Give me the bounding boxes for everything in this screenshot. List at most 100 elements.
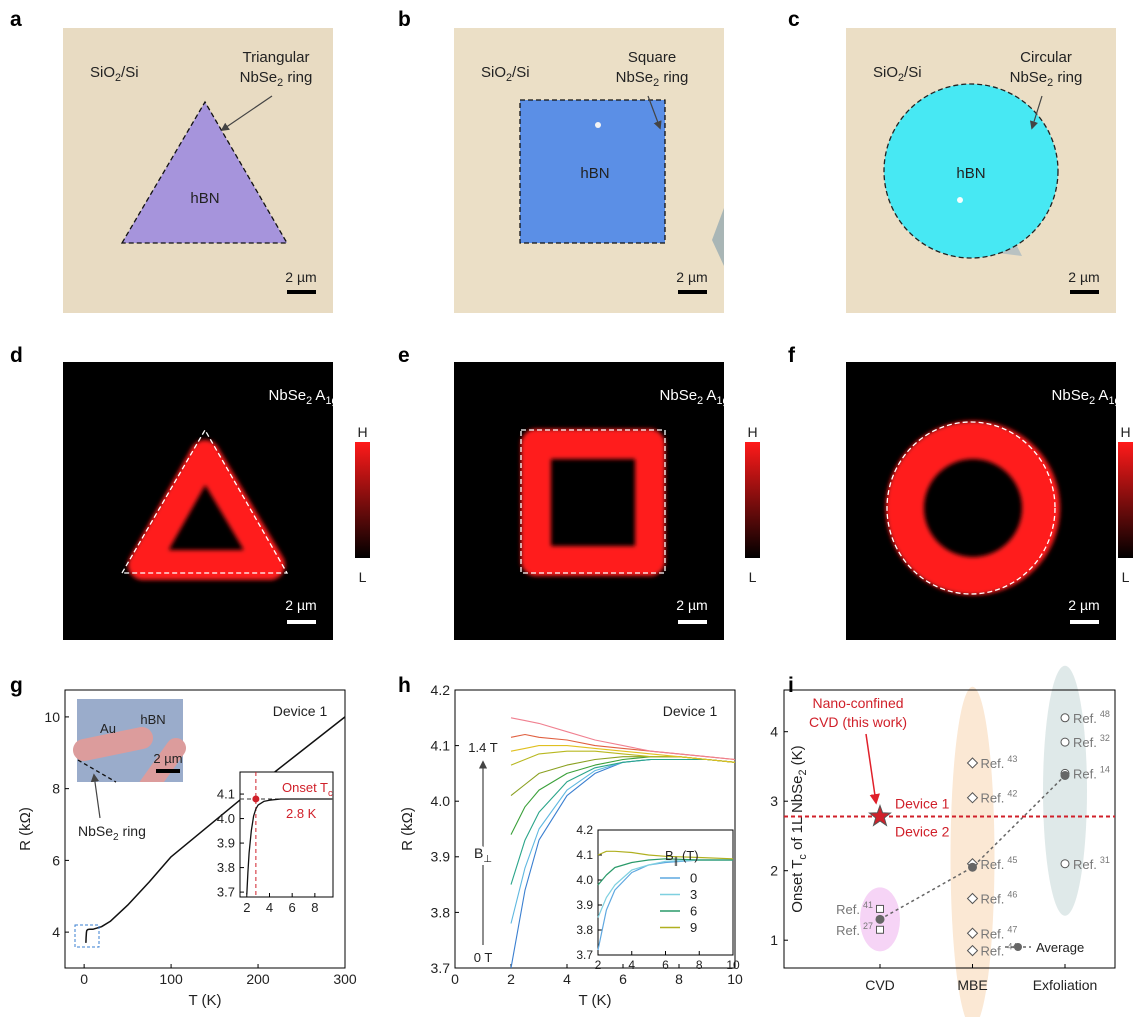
y-axis-label-part: (K) xyxy=(789,745,806,769)
device-label: Device 2 xyxy=(895,823,950,839)
x-tick-label: 6 xyxy=(289,900,296,915)
ref-label: Ref.48 xyxy=(1073,709,1110,726)
ref-label: Ref.32 xyxy=(1073,733,1110,750)
ref-label: Ref.42 xyxy=(981,789,1018,806)
y-tick-label: 4.0 xyxy=(576,873,593,887)
ref-label-text: Ref. xyxy=(981,791,1005,806)
y-tick-label: 3.7 xyxy=(576,948,593,962)
y-tick-label: 3.9 xyxy=(217,836,235,851)
ref-label-text: Ref. xyxy=(981,756,1005,771)
colorbar xyxy=(355,442,370,558)
ring-label: Circular xyxy=(1020,49,1072,66)
ref-label: Ref.31 xyxy=(1073,855,1110,872)
panel-letter: i xyxy=(788,674,794,697)
y-tick-label: 4 xyxy=(770,724,778,740)
colorbar xyxy=(1118,442,1133,558)
ring-label-part: ring xyxy=(283,69,312,86)
legend-label: 3 xyxy=(690,887,697,902)
y-tick-label: 6 xyxy=(52,852,60,868)
x-tick-label: 6 xyxy=(662,958,669,972)
ring-label-part: ring xyxy=(659,69,688,86)
mode-label-part: 1g xyxy=(1108,395,1120,407)
y-axis-label-part: of 1L NbSe xyxy=(789,776,806,855)
device-label: Device 1 xyxy=(895,795,950,811)
panel-letter: d xyxy=(10,344,23,367)
ref-number: 31 xyxy=(1100,855,1110,865)
page: { "photo_panels": [ {"letter": "a", "sub… xyxy=(0,0,1135,1017)
ref-number: 45 xyxy=(1007,855,1017,865)
ref-label: Ref.46 xyxy=(981,890,1018,907)
field-label-part: B xyxy=(474,845,483,861)
y-tick-label: 8 xyxy=(52,781,60,797)
x-tick-label: 200 xyxy=(246,971,270,987)
y-tick-label: 4.1 xyxy=(431,738,451,754)
colorbar-low: L xyxy=(749,569,757,585)
colorbar-high: H xyxy=(747,424,757,440)
x-tick-label: 10 xyxy=(727,971,743,987)
x-tick-label: 0 xyxy=(451,971,459,987)
this-work-point xyxy=(870,806,891,826)
x-axis-label: T (K) xyxy=(188,992,221,1009)
panel-letter: e xyxy=(398,344,410,367)
x-tick-label: 4 xyxy=(266,900,273,915)
field-label: 1.4 T xyxy=(468,740,497,755)
material-label: hBN xyxy=(190,190,219,207)
y-axis-label: R (kΩ) xyxy=(399,807,416,851)
field-label-part: ⊥ xyxy=(483,854,492,865)
colorbar-low: L xyxy=(359,569,367,585)
legend-label: 6 xyxy=(690,904,697,919)
ref-number: 43 xyxy=(1007,754,1017,764)
data-line xyxy=(511,757,735,835)
panel-letter: c xyxy=(788,8,800,31)
field-label: B⊥ xyxy=(474,845,492,865)
ref-label-text: Ref. xyxy=(1073,711,1097,726)
y-tick-label: 3.8 xyxy=(217,860,235,875)
ref-label-text: Ref. xyxy=(1073,766,1097,781)
y-tick-label: 4.0 xyxy=(217,811,235,826)
ref-number: 41 xyxy=(863,900,873,910)
ring-label-part: ring xyxy=(119,823,146,839)
substrate-label-part: SiO xyxy=(481,64,506,81)
ref-point xyxy=(1061,860,1069,868)
x-tick-label: 2 xyxy=(507,971,515,987)
ref-point xyxy=(877,905,884,912)
ring-label-part: ring xyxy=(1053,69,1082,86)
inset-label: Au xyxy=(100,721,116,736)
onset-label-part: c xyxy=(328,788,333,798)
ref-label-text: Ref. xyxy=(836,902,860,917)
ref-number: 46 xyxy=(1007,890,1017,900)
y-axis-label: Onset Tc of 1L NbSe2 (K) xyxy=(789,745,809,912)
panel-letter: a xyxy=(10,8,22,31)
figure: aSiO2/SiTriangularNbSe2 ringhBN2 µmbSiO2… xyxy=(0,0,1135,1017)
legend-label: Average xyxy=(1036,940,1084,955)
ref-label-text: Ref. xyxy=(1073,735,1097,750)
average-point xyxy=(1061,771,1070,780)
onset-value: 2.8 K xyxy=(286,806,317,821)
ring-label-part: NbSe xyxy=(1010,69,1048,86)
scale-label: 2 µm xyxy=(1068,269,1099,285)
legend-swatch xyxy=(1014,943,1022,951)
mode-label-part: A xyxy=(1095,387,1108,404)
x-tick-label: 4 xyxy=(628,958,635,972)
data-line xyxy=(511,751,735,765)
mode-label-part: A xyxy=(703,387,716,404)
ref-number: 47 xyxy=(1007,924,1017,934)
scale-label: 2 µm xyxy=(285,269,316,285)
scale-label: 2 µm xyxy=(676,597,707,613)
panel-letter: f xyxy=(788,344,796,367)
y-tick-label: 3 xyxy=(770,793,778,809)
electrode xyxy=(84,738,142,750)
x-tick-label: 0 xyxy=(80,971,88,987)
mode-label-part: 1g xyxy=(716,395,728,407)
scale-label: 2 µm xyxy=(1068,597,1099,613)
average-point xyxy=(968,863,977,872)
ref-number: 32 xyxy=(1100,733,1110,743)
onset-label-part: Onset T xyxy=(282,780,328,795)
legend-title-part: B xyxy=(665,848,674,863)
mode-label-part: NbSe xyxy=(269,387,307,404)
group-region xyxy=(1043,666,1087,916)
panel-letter: h xyxy=(398,674,411,697)
y-tick-label: 4.2 xyxy=(431,682,451,698)
inset-cover xyxy=(77,782,183,802)
substrate-label-part: /Si xyxy=(512,64,530,81)
